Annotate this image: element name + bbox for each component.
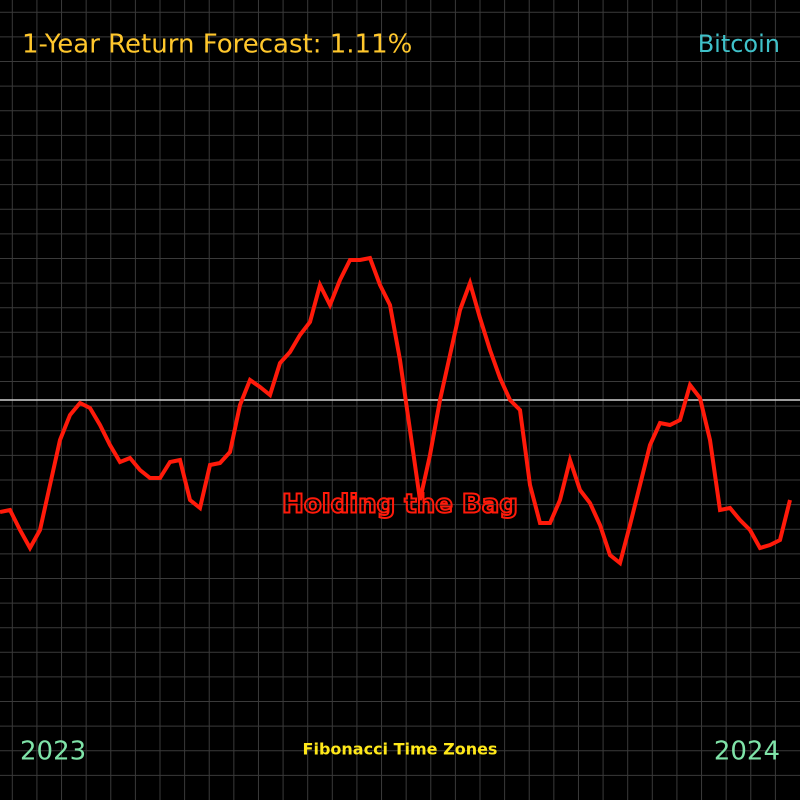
plot xyxy=(0,255,800,567)
annotation: Holding the Bag xyxy=(282,490,518,520)
asset-label: Bitcoin xyxy=(698,30,780,58)
chart-title: 1-Year Return Forecast: 1.11% xyxy=(22,30,412,60)
x-end-label: 2024 xyxy=(714,737,780,767)
price-line xyxy=(0,255,792,567)
footer: Fibonacci Time Zones xyxy=(303,740,498,759)
x-start-label: 2023 xyxy=(20,737,86,767)
